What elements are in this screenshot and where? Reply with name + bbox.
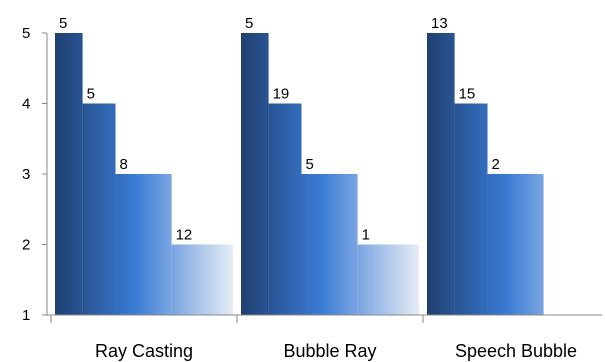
bars-layer [55,33,544,315]
data-label-2-0: 13 [431,15,448,32]
bar-segment-1-3 [357,244,419,315]
data-label-1-1: 19 [273,86,290,103]
data-label-2-1: 15 [459,86,476,103]
bar-segment-2-1 [454,103,488,315]
y-tick-label-3: 3 [22,166,30,183]
y-tick-label-4: 4 [22,96,30,113]
data-label-1-3: 1 [362,227,370,244]
data-label-0-3: 12 [176,227,193,244]
data-label-0-1: 5 [87,86,95,103]
data-label-1-2: 5 [306,156,314,173]
bar-segment-0-2 [115,174,172,315]
data-label-2-2: 2 [492,156,500,173]
data-label-0-0: 5 [59,15,67,32]
category-label-0: Ray Casting [95,341,193,361]
bar-segment-0-3 [171,244,233,315]
bar-segment-0-1 [82,103,116,315]
data-label-0-2: 8 [120,156,128,173]
y-tick-label-2: 2 [22,237,30,254]
data-label-1-0: 5 [245,15,253,32]
y-tick-label-1: 1 [22,307,30,324]
bar-segment-1-1 [268,103,302,315]
category-label-1: Bubble Ray [283,341,376,361]
axes-layer [42,32,602,323]
bar-segment-2-2 [487,174,544,315]
bar-segment-1-0 [241,33,269,315]
y-tick-label-5: 5 [22,25,30,42]
bar-segment-0-0 [55,33,83,315]
bar-segment-2-0 [427,33,455,315]
category-label-2: Speech Bubble [455,341,577,361]
bar-segment-1-2 [301,174,358,315]
